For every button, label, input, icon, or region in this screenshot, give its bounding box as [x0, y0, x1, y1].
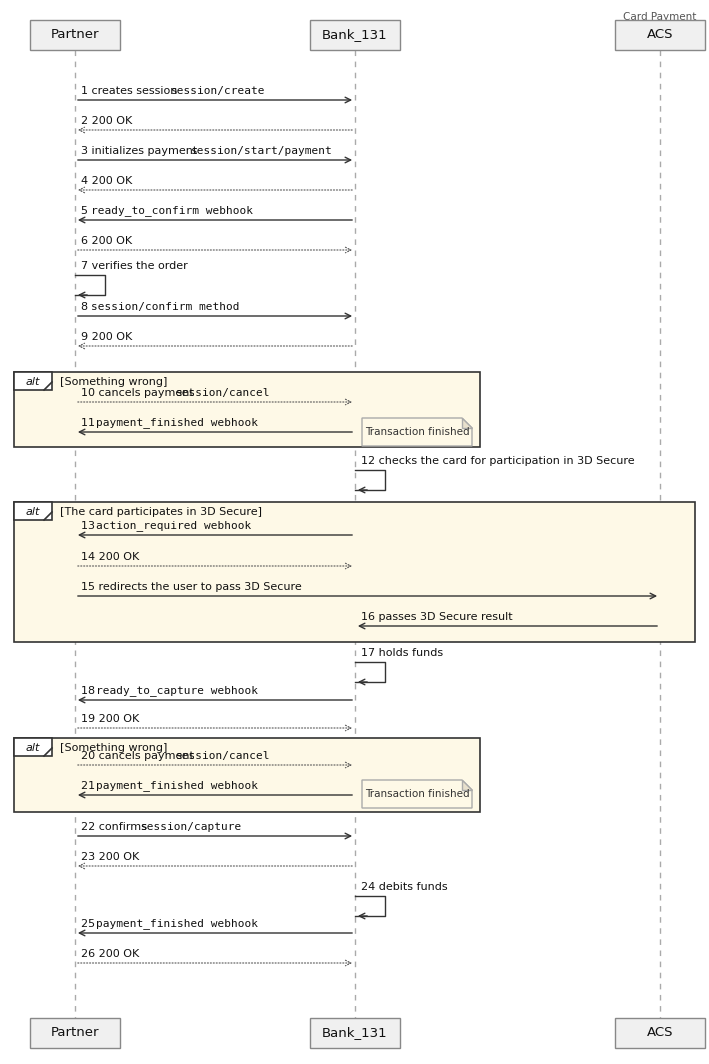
Text: session/cancel: session/cancel	[176, 751, 271, 761]
Text: [The card participates in 3D Secure]: [The card participates in 3D Secure]	[60, 508, 262, 517]
Text: 5: 5	[81, 206, 91, 216]
Text: payment_finished webhook: payment_finished webhook	[96, 417, 258, 428]
Bar	[14, 738, 480, 812]
Text: 18: 18	[81, 686, 99, 696]
Text: Partner: Partner	[51, 1027, 99, 1040]
Bar	[14, 372, 480, 447]
Text: 16 passes 3D Secure result: 16 passes 3D Secure result	[361, 612, 513, 622]
Text: session/cancel: session/cancel	[176, 388, 271, 398]
Text: session/start/payment: session/start/payment	[191, 146, 333, 156]
Text: 20 cancels payment: 20 cancels payment	[81, 751, 197, 761]
Text: Transaction finished: Transaction finished	[364, 789, 469, 799]
Text: Bank_131: Bank_131	[322, 29, 388, 41]
Bar	[615, 20, 705, 50]
Text: session/capture: session/capture	[141, 822, 242, 832]
Polygon shape	[462, 780, 472, 789]
Text: 1 creates session: 1 creates session	[81, 86, 181, 96]
Text: 8: 8	[81, 302, 91, 312]
Text: Bank_131: Bank_131	[322, 1027, 388, 1040]
Text: 9 200 OK: 9 200 OK	[81, 332, 133, 342]
Text: 21: 21	[81, 781, 99, 791]
Text: alt: alt	[26, 743, 40, 753]
Text: [Something wrong]: [Something wrong]	[60, 743, 167, 753]
Text: alt: alt	[26, 508, 40, 517]
Bar	[615, 1018, 705, 1048]
Text: 15 redirects the user to pass 3D Secure: 15 redirects the user to pass 3D Secure	[81, 582, 302, 592]
Text: 4 200 OK: 4 200 OK	[81, 176, 133, 186]
Bar	[14, 502, 52, 520]
Bar	[310, 20, 400, 50]
Text: ready_to_capture webhook: ready_to_capture webhook	[96, 685, 258, 696]
Bar	[30, 20, 120, 50]
Text: session/confirm method: session/confirm method	[91, 302, 240, 312]
Polygon shape	[362, 418, 472, 446]
Text: ACS: ACS	[647, 29, 674, 41]
Polygon shape	[362, 780, 472, 808]
Bar	[30, 1018, 120, 1048]
Text: 11: 11	[81, 418, 99, 428]
Text: 13: 13	[81, 521, 99, 531]
Text: 23 200 OK: 23 200 OK	[81, 852, 139, 862]
Text: 6 200 OK: 6 200 OK	[81, 236, 132, 246]
Text: ACS: ACS	[647, 1027, 674, 1040]
Text: 2 200 OK: 2 200 OK	[81, 116, 133, 126]
Text: Card Payment: Card Payment	[623, 12, 697, 22]
Text: [Something wrong]: [Something wrong]	[60, 377, 167, 387]
Text: 10 cancels payment: 10 cancels payment	[81, 388, 197, 398]
Text: 19 200 OK: 19 200 OK	[81, 714, 139, 724]
Text: 17 holds funds: 17 holds funds	[361, 648, 443, 658]
Text: 26 200 OK: 26 200 OK	[81, 949, 139, 959]
Text: session/create: session/create	[171, 86, 265, 96]
Text: payment_finished webhook: payment_finished webhook	[96, 918, 258, 929]
Text: payment_finished webhook: payment_finished webhook	[96, 780, 258, 791]
Bar	[14, 738, 52, 757]
Text: 14 200 OK: 14 200 OK	[81, 552, 139, 562]
Text: alt: alt	[26, 377, 40, 387]
Text: 7 verifies the order: 7 verifies the order	[81, 261, 188, 271]
Text: action_required webhook: action_required webhook	[96, 520, 251, 531]
Text: ready_to_confirm webhook: ready_to_confirm webhook	[91, 205, 253, 216]
Text: 12 checks the card for participation in 3D Secure: 12 checks the card for participation in …	[361, 456, 635, 466]
Text: 24 debits funds: 24 debits funds	[361, 882, 447, 892]
Text: Partner: Partner	[51, 29, 99, 41]
Bar	[14, 502, 695, 642]
Polygon shape	[462, 418, 472, 428]
Bar	[310, 1018, 400, 1048]
Bar	[14, 372, 52, 390]
Text: Transaction finished: Transaction finished	[364, 427, 469, 437]
Text: 25: 25	[81, 919, 99, 929]
Text: 3 initializes payment: 3 initializes payment	[81, 146, 201, 156]
Text: 22 confirms: 22 confirms	[81, 822, 150, 832]
